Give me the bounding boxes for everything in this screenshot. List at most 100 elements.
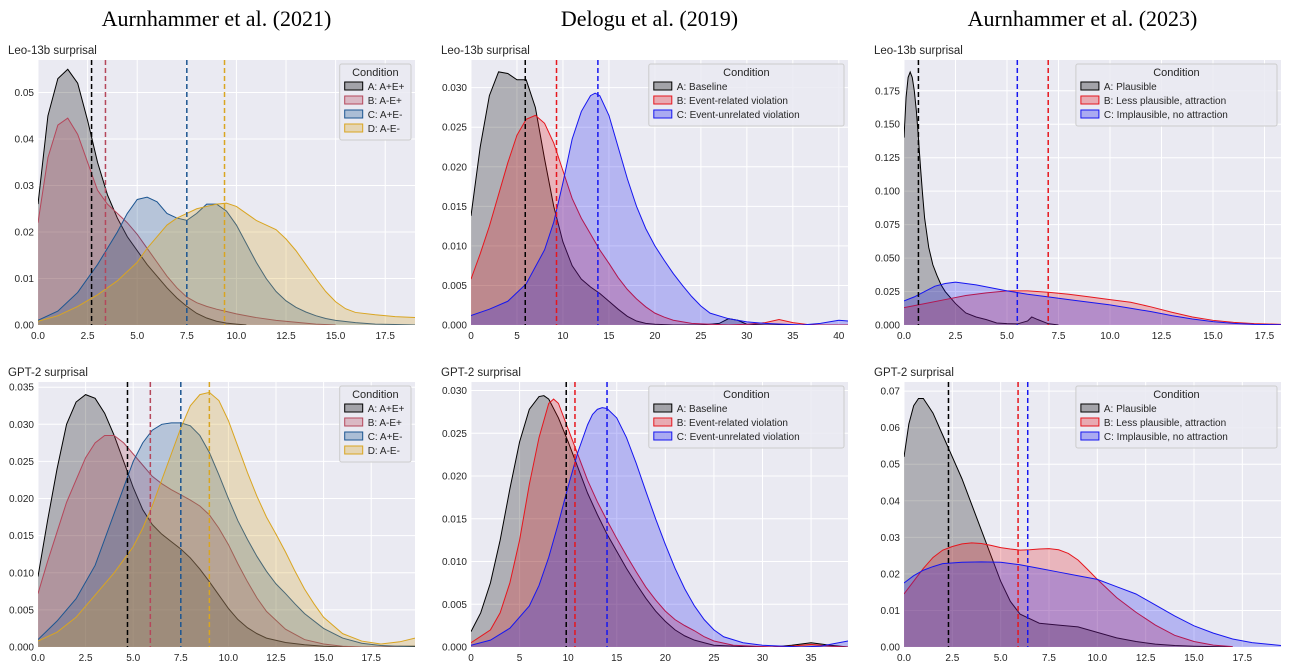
y-tick-label: 0.02	[15, 228, 35, 239]
x-tick-label: 5	[514, 331, 520, 342]
legend-label: A: Plausible	[1104, 82, 1157, 93]
x-tick-label: 25	[695, 331, 707, 342]
legend-swatch	[344, 81, 364, 91]
x-tick-label: 20	[649, 331, 661, 342]
x-tick-label: 12.5	[1136, 653, 1156, 664]
x-tick-label: 15.0	[1184, 653, 1204, 664]
density-area	[904, 542, 1233, 647]
y-tick-label: 0.025	[442, 429, 467, 440]
y-tick-label: 0.05	[881, 460, 901, 471]
density-line	[471, 398, 848, 647]
y-tick-label: 0.015	[442, 202, 467, 213]
legend-label: C: Implausible, no attraction	[1104, 432, 1228, 443]
x-tick-label: 35	[787, 331, 799, 342]
legend-label: A: A+E+	[368, 82, 405, 93]
x-tick-label: 15.0	[314, 653, 334, 664]
density-area	[904, 561, 1281, 647]
legend-box	[648, 385, 845, 449]
x-tick-label: 0.0	[31, 653, 45, 664]
legend-swatch	[344, 123, 364, 133]
y-tick-label: 0.00	[881, 643, 901, 654]
legend-swatch	[1080, 109, 1100, 119]
legend-label: C: Event-unrelated violation	[677, 432, 800, 443]
x-tick-label: 12.5	[266, 653, 286, 664]
legend-label: B: A-E+	[368, 418, 402, 429]
legend-swatch	[1080, 81, 1100, 91]
density-area	[904, 290, 1281, 325]
y-tick-label: 0.010	[442, 241, 467, 252]
legend-label: B: Event-related violation	[677, 418, 788, 429]
x-tick-label: 7.5	[180, 331, 194, 342]
legend-swatch	[653, 403, 673, 413]
legend-swatch	[1080, 431, 1100, 441]
density-line	[471, 395, 848, 647]
legend-swatch	[344, 109, 364, 119]
legend: Condition A: A+E+ B: A-E+ C: A+E- D: A-E-	[339, 63, 412, 141]
legend-title: Condition	[723, 389, 769, 401]
y-tick-label: 0.025	[9, 457, 34, 468]
legend-label: C: Implausible, no attraction	[1104, 110, 1228, 121]
y-tick-label: 0.030	[9, 420, 34, 431]
density-line	[38, 196, 415, 325]
legend-swatch	[653, 81, 673, 91]
y-tick-label: 0.150	[875, 120, 900, 131]
legend-label: C: Event-unrelated violation	[677, 110, 800, 121]
y-tick-label: 0.03	[15, 181, 35, 192]
subplot-title: Leo-13b surprisal	[8, 45, 97, 57]
x-tick-label: 10.0	[1100, 331, 1120, 342]
density-area	[471, 407, 848, 647]
legend-swatch	[1080, 417, 1100, 427]
legend-label: B: Less plausible, attraction	[1104, 418, 1226, 429]
x-tick-label: 2.5	[945, 653, 959, 664]
legend-label: D: A-E-	[368, 124, 400, 135]
y-tick-label: 0.030	[442, 386, 467, 397]
column-title-1: Aurnhammer et al. (2021)	[101, 6, 332, 31]
density-line	[904, 70, 1059, 325]
x-tick-label: 0	[468, 331, 474, 342]
x-tick-label: 7.5	[1052, 331, 1066, 342]
density-line	[904, 542, 1233, 647]
legend-swatch	[344, 95, 364, 105]
y-tick-label: 0.020	[442, 162, 467, 173]
legend-title: Condition	[723, 67, 769, 79]
y-tick-label: 0.005	[9, 605, 34, 616]
column-title-3: Aurnhammer et al. (2023)	[967, 6, 1198, 31]
y-tick-label: 0.020	[9, 494, 34, 505]
density-line	[904, 561, 1281, 647]
y-tick-label: 0.075	[875, 220, 900, 231]
y-tick-label: 0.050	[875, 254, 900, 265]
legend-swatch	[344, 431, 364, 441]
y-tick-label: 0.03	[881, 533, 901, 544]
y-tick-label: 0.04	[15, 135, 35, 146]
x-tick-label: 5.0	[994, 653, 1008, 664]
x-tick-label: 25	[708, 653, 720, 664]
x-tick-label: 30	[741, 331, 753, 342]
x-tick-label: 0.0	[31, 331, 45, 342]
legend-box	[1075, 63, 1278, 127]
y-tick-label: 0.035	[9, 383, 34, 394]
subplot-title: GPT-2 surprisal	[441, 367, 521, 379]
y-tick-label: 0.05	[15, 88, 35, 99]
density-line	[904, 397, 1233, 647]
y-tick-label: 0.175	[875, 86, 900, 97]
x-tick-label: 35	[806, 653, 818, 664]
y-tick-label: 0.005	[442, 600, 467, 611]
x-tick-label: 10.0	[1088, 653, 1108, 664]
density-area	[904, 282, 1281, 325]
legend-label: A: Baseline	[677, 404, 728, 415]
legend-label: A: A+E+	[368, 404, 405, 415]
legend: Condition A: Plausible B: Less plausible, …	[1075, 385, 1278, 449]
x-tick-label: 17.5	[1255, 331, 1275, 342]
legend-swatch	[653, 417, 673, 427]
legend-box	[339, 63, 412, 141]
density-area	[471, 399, 848, 647]
chart-panel-leo-2023: 0.0 2.5 5.0 7.5 10.0 12.5 15.0 17.5 0.000 0.025 0.…	[874, 45, 1281, 342]
legend-label: D: A-E-	[368, 446, 400, 457]
x-tick-label: 2.5	[81, 331, 95, 342]
legend-label: A: Baseline	[677, 82, 728, 93]
legend-label: B: Event-related violation	[677, 96, 788, 107]
y-tick-label: 0.010	[9, 568, 34, 579]
legend-swatch	[344, 417, 364, 427]
legend-swatch	[1080, 95, 1100, 105]
y-tick-label: 0.015	[442, 514, 467, 525]
